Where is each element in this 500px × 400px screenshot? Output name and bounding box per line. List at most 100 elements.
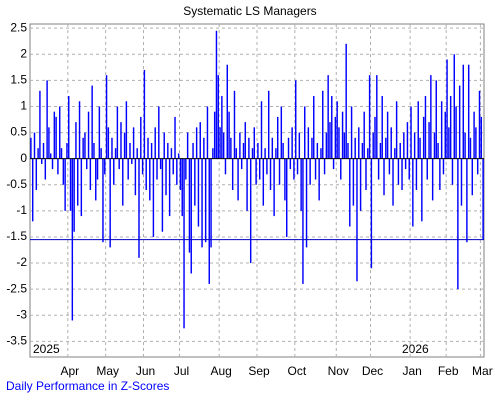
- bar: [267, 90, 270, 159]
- bar: [213, 111, 216, 159]
- bar: [125, 101, 128, 159]
- bar: [370, 158, 373, 269]
- bar: [59, 106, 61, 159]
- bar: [156, 158, 158, 180]
- bar: [278, 158, 281, 185]
- bar: [89, 158, 92, 190]
- bar: [140, 116, 142, 159]
- bar: [230, 137, 232, 159]
- bar: [338, 127, 340, 159]
- bar: [44, 158, 47, 180]
- bar: [352, 158, 355, 206]
- bar: [374, 116, 376, 159]
- year-label: 2025: [33, 342, 60, 356]
- bar: [305, 158, 308, 248]
- bar: [386, 111, 389, 159]
- bar: [451, 158, 454, 185]
- bar: [69, 158, 72, 211]
- bar: [275, 148, 277, 159]
- bar: [228, 111, 230, 159]
- bar: [286, 158, 288, 237]
- bar: [419, 137, 421, 159]
- bar: [302, 158, 304, 284]
- bar: [233, 90, 236, 159]
- bar: [282, 143, 284, 159]
- bar: [457, 158, 459, 290]
- bar: [336, 101, 338, 159]
- bar: [334, 116, 337, 159]
- bar: [284, 158, 286, 201]
- bar: [475, 127, 477, 159]
- bar: [417, 101, 419, 159]
- bar: [242, 143, 245, 159]
- bar: [388, 158, 391, 175]
- bar: [273, 158, 275, 217]
- bar: [149, 158, 151, 201]
- x-tick-label: Jan: [402, 364, 421, 378]
- bar: [449, 96, 452, 159]
- bar: [60, 148, 63, 159]
- bar: [188, 158, 191, 253]
- x-tick-label: Jun: [136, 364, 155, 378]
- bar: [466, 158, 468, 243]
- bar: [367, 148, 369, 159]
- bar: [118, 158, 120, 170]
- x-tick-label: May: [96, 364, 119, 378]
- bar: [231, 158, 234, 190]
- bar: [226, 64, 228, 159]
- y-tick-label: 1: [20, 99, 27, 113]
- bar: [132, 127, 135, 159]
- bar: [33, 132, 36, 159]
- bar: [385, 137, 387, 159]
- bar: [147, 137, 149, 159]
- bar: [239, 132, 241, 159]
- bar: [365, 158, 367, 190]
- bar: [349, 158, 351, 227]
- bar: [170, 148, 173, 159]
- bar: [424, 96, 427, 159]
- bar: [341, 111, 344, 159]
- bar: [403, 132, 405, 159]
- bar: [329, 122, 331, 159]
- bar: [394, 148, 396, 159]
- bar: [185, 158, 187, 180]
- bar: [260, 101, 263, 159]
- bar: [455, 106, 457, 159]
- bar: [127, 158, 129, 180]
- bar: [77, 158, 79, 206]
- bar: [221, 96, 223, 159]
- bar: [440, 101, 443, 159]
- bar: [437, 143, 439, 159]
- bar: [224, 158, 227, 175]
- bar: [368, 75, 371, 159]
- bar: [237, 158, 239, 201]
- bar: [55, 116, 57, 159]
- y-tick-label: 1.5: [10, 73, 27, 87]
- y-tick-label: 2: [20, 46, 27, 60]
- bar: [448, 127, 450, 159]
- bar: [235, 148, 238, 159]
- bar: [421, 158, 423, 222]
- bar: [145, 158, 147, 190]
- bar: [62, 158, 65, 185]
- bar: [222, 132, 225, 159]
- bar: [161, 158, 164, 232]
- bar: [422, 116, 425, 159]
- bar: [35, 158, 38, 190]
- bar: [446, 59, 448, 159]
- bar: [174, 116, 176, 159]
- x-tick-label: Apr: [60, 364, 79, 378]
- bar: [331, 96, 333, 159]
- bar: [172, 158, 174, 175]
- bar: [406, 122, 409, 159]
- bar: [363, 111, 365, 159]
- bar: [181, 158, 183, 217]
- bar: [350, 106, 353, 159]
- bar: [197, 158, 200, 227]
- bar: [134, 158, 137, 196]
- bar: [258, 158, 261, 180]
- bar: [75, 122, 77, 159]
- bar: [215, 30, 218, 159]
- bar: [206, 106, 209, 159]
- bar: [464, 132, 466, 159]
